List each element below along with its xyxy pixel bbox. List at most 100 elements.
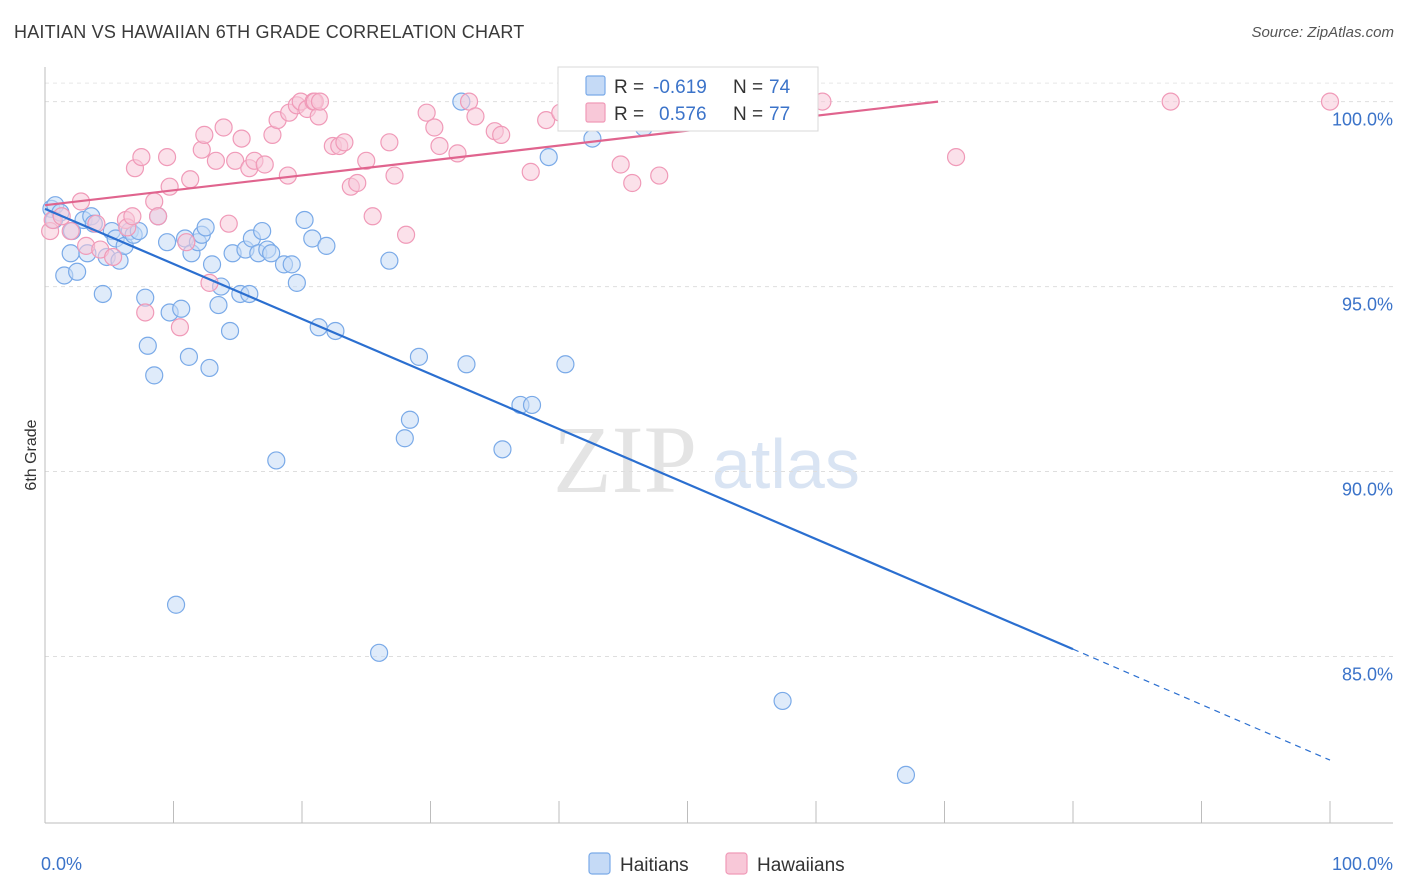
hawaiian-point: [1320, 92, 1340, 111]
hawaiian-point: [448, 144, 467, 163]
hawaiian-point: [157, 147, 177, 167]
haitian-point: [493, 440, 512, 459]
haitian-point: [61, 244, 80, 263]
haitian-point: [583, 129, 602, 148]
watermark: ZIP atlas: [553, 406, 860, 513]
y-tick-label: 90.0%: [1342, 480, 1393, 500]
haitian-point: [166, 595, 186, 614]
haitian-point: [896, 765, 916, 785]
legend-r-label-hawaiians: R =: [614, 104, 644, 125]
source-credit: Source: ZipAtlas.com: [1251, 24, 1394, 41]
haitians-trend-line: [44, 207, 1074, 651]
y-tick-label: 95.0%: [1342, 295, 1393, 315]
haitian-point: [157, 233, 177, 252]
hawaiian-point: [61, 221, 80, 241]
hawaiian-point: [219, 214, 238, 233]
hawaiian-point: [946, 147, 966, 167]
x-tick-label-max: 100.0%: [1332, 854, 1393, 874]
series-legend: Haitians Hawaiians: [588, 852, 845, 876]
legend-n-label-haitians: N =: [733, 77, 763, 98]
hawaiian-point: [132, 147, 151, 167]
correlation-legend: R = -0.619 N = 74 R = 0.576 N = 77: [557, 66, 819, 132]
haitian-point: [220, 321, 240, 341]
haitian-point: [522, 395, 542, 415]
hawaiian-point: [160, 177, 179, 196]
haitian-point: [380, 251, 399, 270]
bottom-legend-swatch-haitians: [588, 852, 611, 875]
haitian-point: [556, 355, 575, 374]
haitian-point: [262, 244, 281, 263]
haitian-point: [196, 218, 215, 237]
hawaiian-point: [136, 303, 155, 322]
hawaiian-point: [521, 162, 540, 181]
legend-n-label-hawaiians: N =: [733, 104, 763, 125]
hawaiian-point: [623, 173, 642, 193]
chart-title: HAITIAN VS HAWAIIAN 6TH GRADE CORRELATIO…: [14, 22, 525, 42]
hawaiian-point: [195, 125, 214, 144]
x-tick-label-min: 0.0%: [41, 854, 82, 874]
haitians-trend-extension: [1072, 648, 1331, 761]
haitian-point: [773, 691, 792, 711]
hawaiian-point: [170, 318, 190, 337]
haitian-point: [145, 366, 164, 385]
haitian-point: [138, 336, 157, 355]
legend-r-label-haitians: R =: [614, 77, 644, 98]
bottom-legend-swatch-hawaiians: [725, 852, 748, 875]
haitian-point: [209, 295, 228, 315]
haitian-point: [179, 347, 199, 366]
hawaiian-point: [430, 136, 449, 156]
hawaiian-point: [181, 170, 200, 189]
y-tick-label: 85.0%: [1342, 665, 1393, 685]
haitian-point: [172, 299, 191, 318]
hawaiian-point: [148, 207, 168, 226]
hawaiians-points: [41, 92, 1340, 337]
haitian-point: [287, 273, 306, 292]
haitian-point: [303, 229, 322, 248]
haitian-point: [317, 236, 336, 255]
hawaiian-point: [87, 214, 106, 233]
bottom-legend-haitians: Haitians: [620, 855, 689, 876]
legend-swatch-haitians: [585, 75, 606, 96]
hawaiian-point: [226, 151, 245, 170]
hawaiian-point: [255, 155, 274, 174]
hawaiian-point: [363, 207, 382, 226]
legend-r-value-haitians: -0.619: [653, 77, 707, 98]
hawaiian-point: [492, 125, 511, 144]
hawaiian-point: [466, 107, 485, 126]
hawaiian-point: [310, 92, 330, 111]
hawaiian-point: [104, 247, 123, 267]
legend-n-value-haitians: 74: [769, 77, 791, 98]
hawaiian-point: [214, 118, 233, 137]
hawaiian-point: [357, 151, 376, 170]
haitian-point: [400, 410, 420, 429]
hawaiian-point: [417, 103, 436, 122]
hawaiian-point: [396, 225, 416, 244]
haitian-point: [267, 451, 286, 470]
haitian-point: [295, 210, 314, 230]
legend-r-value-hawaiians: 0.576: [659, 104, 707, 125]
haitian-point: [93, 284, 112, 304]
hawaiian-point: [380, 133, 399, 152]
hawaiian-point: [650, 166, 669, 185]
watermark-zip: ZIP: [553, 406, 697, 513]
haitian-point: [282, 255, 301, 274]
hawaiian-point: [1161, 92, 1180, 111]
y-axis-label: 6th Grade: [23, 419, 40, 490]
haitian-point: [253, 221, 272, 241]
haitian-point: [370, 643, 389, 662]
hawaiian-point: [206, 151, 226, 170]
haitian-point: [409, 347, 429, 366]
hawaiian-point: [177, 233, 196, 252]
haitian-point: [202, 255, 222, 274]
haitian-point: [539, 147, 558, 167]
hawaiian-point: [335, 133, 354, 152]
haitian-point: [200, 358, 219, 378]
haitian-point: [68, 262, 87, 281]
hawaiian-point: [123, 207, 142, 226]
hawaiian-point: [348, 173, 367, 193]
tick-labels: 85.0% 90.0% 95.0% 100.0% 0.0% 100.0%: [41, 110, 1393, 874]
y-tick-label: 100.0%: [1332, 110, 1393, 130]
bottom-legend-hawaiians: Hawaiians: [757, 855, 845, 876]
legend-swatch-hawaiians: [585, 102, 606, 123]
hawaiian-point: [192, 140, 211, 159]
